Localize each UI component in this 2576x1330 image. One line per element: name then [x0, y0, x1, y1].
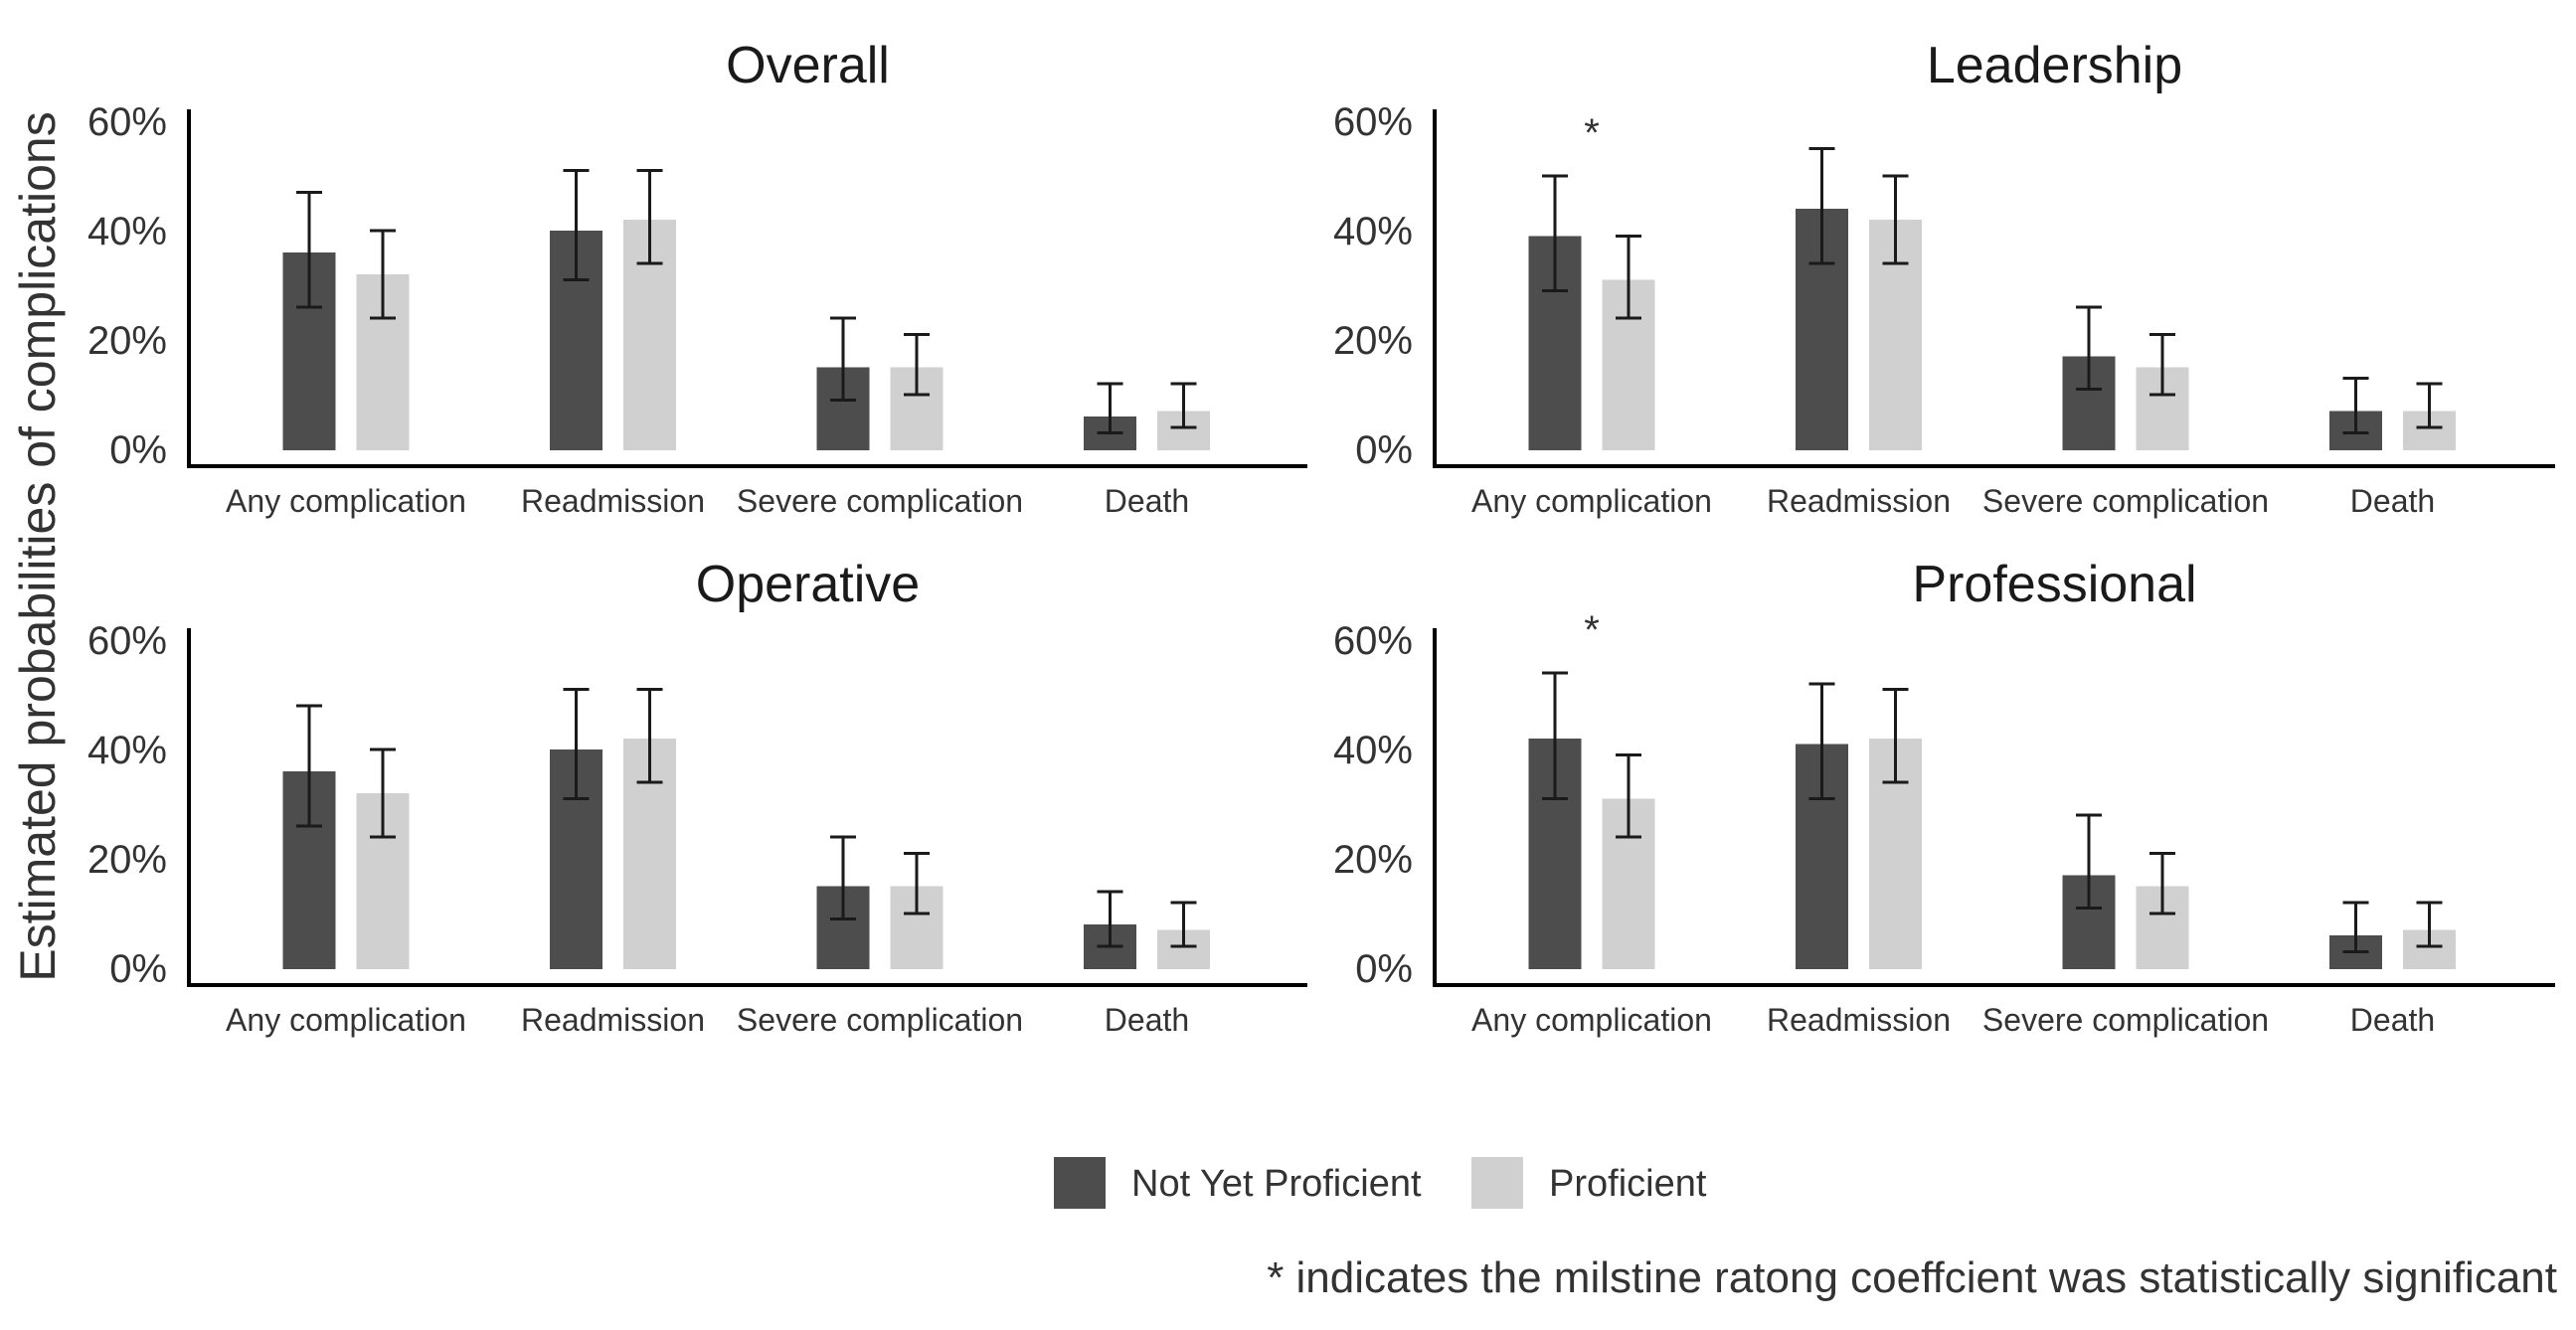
panels-group: Overall 0% 20% 40% 60% Any complication Readmi…	[87, 37, 2555, 1038]
y-tick-label: 40%	[87, 210, 167, 253]
x-tick-label: Any complication	[226, 483, 466, 519]
y-tick-label: 40%	[1333, 210, 1413, 253]
y-tick-label: 60%	[1333, 619, 1413, 663]
x-tick-label: Any complication	[1471, 1002, 1712, 1038]
legend-swatch	[1471, 1157, 1523, 1209]
panel-title: Overall	[726, 37, 890, 94]
panel-operative: Operative 0% 20% 40% 60% Any complication Read…	[87, 556, 1307, 1038]
panel-title: Leadership	[1927, 37, 2182, 94]
legend-swatch	[1054, 1157, 1106, 1209]
y-tick-label: 20%	[87, 319, 167, 363]
legend-label: Proficient	[1549, 1163, 1707, 1205]
x-tick-label: Readmission	[1767, 483, 1951, 519]
y-tick-label: 60%	[87, 100, 167, 144]
y-tick-label: 20%	[87, 838, 167, 882]
x-tick-label: Readmission	[521, 1002, 705, 1038]
legend-item-proficient: Proficient	[1471, 1157, 1707, 1209]
significance-star: *	[1584, 111, 1600, 155]
panel-leadership: Leadership 0% 20% 40% 60% Any complication * Re…	[1333, 37, 2555, 519]
x-tick-label: Death	[2350, 1002, 2435, 1038]
y-tick-label: 60%	[1333, 100, 1413, 144]
panel-title: Operative	[696, 556, 920, 613]
panel-overall: Overall 0% 20% 40% 60% Any complication Readmi…	[87, 37, 1307, 519]
y-tick-label: 0%	[1355, 947, 1413, 991]
panel-title: Professional	[1912, 556, 2196, 613]
y-tick-label: 0%	[1355, 428, 1413, 472]
y-tick-label: 40%	[87, 729, 167, 772]
y-tick-label: 40%	[1333, 729, 1413, 772]
legend-label: Not Yet Proficient	[1131, 1163, 1422, 1205]
x-tick-label: Readmission	[1767, 1002, 1951, 1038]
x-tick-label: Severe complication	[1982, 1002, 2269, 1038]
x-tick-label: Death	[1105, 1002, 1189, 1038]
legend-item-not-yet-proficient: Not Yet Proficient	[1054, 1157, 1422, 1209]
x-tick-label: Any complication	[226, 1002, 466, 1038]
x-tick-label: Readmission	[521, 483, 705, 519]
x-tick-label: Severe complication	[1982, 483, 2269, 519]
x-tick-label: Death	[1105, 483, 1189, 519]
y-tick-label: 20%	[1333, 319, 1413, 363]
significance-star: *	[1584, 608, 1600, 652]
panel-professional: Professional 0% 20% 40% 60% Any complication *…	[1333, 556, 2555, 1038]
y-tick-label: 60%	[87, 619, 167, 663]
legend: Not Yet Proficient Proficient	[1054, 1157, 1707, 1209]
x-tick-label: Severe complication	[737, 483, 1023, 519]
x-tick-label: Death	[2350, 483, 2435, 519]
y-axis-label: Estimated probabilities of complications	[10, 111, 66, 981]
y-tick-label: 0%	[109, 947, 167, 991]
x-tick-label: Severe complication	[737, 1002, 1023, 1038]
footnote: * indicates the milstine ratong coeffcie…	[1267, 1253, 2557, 1302]
y-tick-label: 20%	[1333, 838, 1413, 882]
x-tick-label: Any complication	[1471, 483, 1712, 519]
y-tick-label: 0%	[109, 428, 167, 472]
